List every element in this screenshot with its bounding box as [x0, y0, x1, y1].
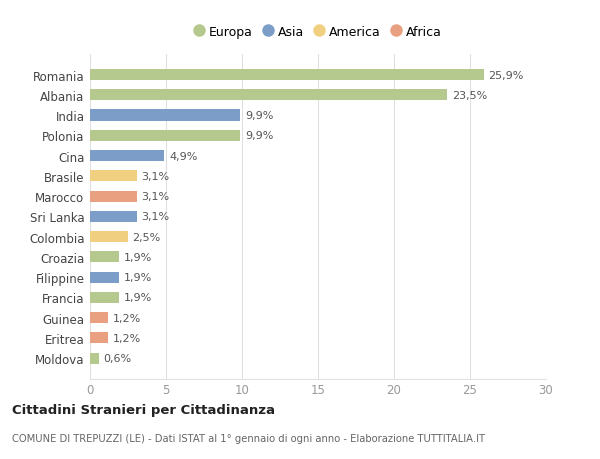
Bar [90, 151, 164, 162]
Text: 1,9%: 1,9% [124, 293, 152, 303]
Text: 2,5%: 2,5% [133, 232, 161, 242]
Text: 1,2%: 1,2% [113, 313, 141, 323]
Text: 1,9%: 1,9% [124, 273, 152, 283]
Legend: Europa, Asia, America, Africa: Europa, Asia, America, Africa [190, 22, 446, 43]
Bar [90, 171, 137, 182]
Text: 25,9%: 25,9% [488, 70, 524, 80]
Text: 1,2%: 1,2% [113, 333, 141, 343]
Text: COMUNE DI TREPUZZI (LE) - Dati ISTAT al 1° gennaio di ogni anno - Elaborazione T: COMUNE DI TREPUZZI (LE) - Dati ISTAT al … [12, 433, 485, 442]
Text: 3,1%: 3,1% [142, 172, 170, 181]
Bar [90, 70, 484, 81]
Bar [90, 130, 241, 141]
Text: 3,1%: 3,1% [142, 212, 170, 222]
Bar [90, 211, 137, 223]
Bar [90, 191, 137, 202]
Bar [90, 333, 108, 344]
Text: 3,1%: 3,1% [142, 192, 170, 202]
Bar [90, 252, 119, 263]
Bar [90, 110, 241, 121]
Bar [90, 90, 447, 101]
Text: 4,9%: 4,9% [169, 151, 197, 161]
Text: 1,9%: 1,9% [124, 252, 152, 262]
Text: 9,9%: 9,9% [245, 131, 274, 141]
Text: 23,5%: 23,5% [452, 90, 487, 101]
Bar [90, 353, 99, 364]
Bar [90, 292, 119, 303]
Bar [90, 272, 119, 283]
Text: Cittadini Stranieri per Cittadinanza: Cittadini Stranieri per Cittadinanza [12, 403, 275, 416]
Bar [90, 231, 128, 243]
Text: 0,6%: 0,6% [104, 353, 132, 364]
Text: 9,9%: 9,9% [245, 111, 274, 121]
Bar [90, 313, 108, 324]
